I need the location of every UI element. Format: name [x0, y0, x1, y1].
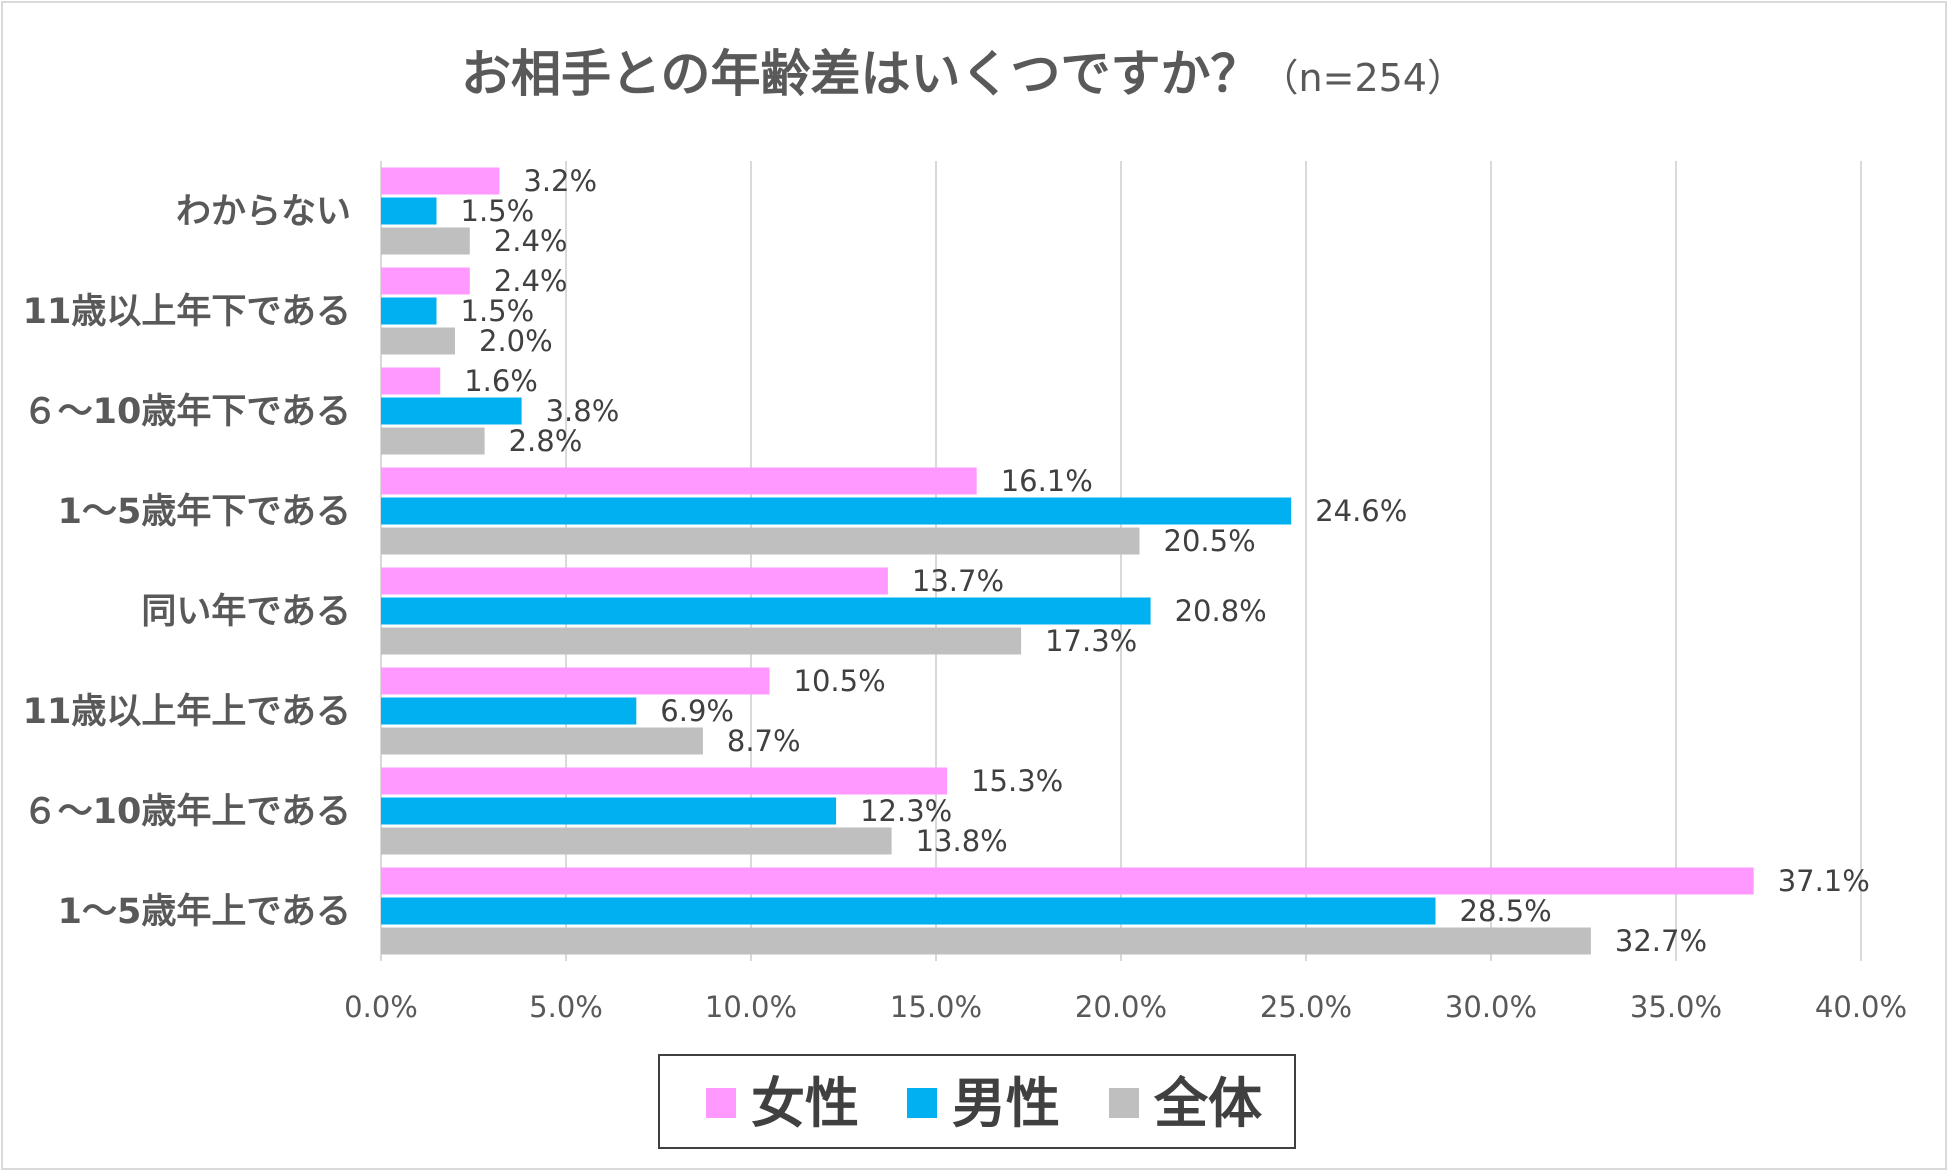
data-label: 28.5%	[1460, 894, 1552, 928]
category-label: わからない	[176, 192, 351, 232]
data-label: 16.1%	[1001, 464, 1093, 498]
bar-全体	[381, 827, 892, 855]
bar-全体	[381, 727, 703, 755]
x-tick-label: 15.0%	[890, 990, 982, 1024]
x-tick-labels: 0.0% 5.0% 10.0% 15.0% 20.0% 25.0% 30.0% 35.0% 40…	[344, 990, 1907, 1024]
legend-label: 女性	[751, 1072, 859, 1135]
legend: 女性 男性 全体	[658, 1054, 1296, 1149]
data-label: 1.5%	[461, 294, 535, 328]
bar-男性	[381, 597, 1151, 625]
data-label: 20.5%	[1164, 524, 1256, 558]
bar-男性	[381, 897, 1436, 925]
chart-title-main: お相手との年齢差はいくつですか？	[461, 45, 1261, 103]
data-label: 6.9%	[660, 694, 734, 728]
bar-女性	[381, 267, 470, 295]
bar-女性	[381, 167, 500, 195]
category-label: 同い年である	[141, 592, 351, 632]
data-label: 3.2%	[523, 164, 597, 198]
x-tick-label: 10.0%	[705, 990, 797, 1024]
x-tick-label: 25.0%	[1260, 990, 1352, 1024]
bar-全体	[381, 427, 485, 455]
category-label: 1～5歳年上である	[58, 892, 351, 932]
data-label: 24.6%	[1315, 494, 1407, 528]
bar-女性	[381, 367, 441, 395]
legend-label: 男性	[952, 1072, 1060, 1135]
data-label: 2.4%	[494, 224, 568, 258]
bar-女性	[381, 467, 977, 495]
data-label: 2.0%	[479, 324, 553, 358]
legend-swatch	[706, 1088, 736, 1118]
bar-全体	[381, 227, 470, 255]
bar-chart: お相手との年齢差はいくつですか？（n=254） 3.2%1.5%2.4%2.4%…	[23, 45, 1907, 1149]
gridlines	[565, 161, 1862, 961]
bar-女性	[381, 567, 888, 595]
legend-swatch	[907, 1088, 937, 1118]
x-tick-label: 20.0%	[1075, 990, 1167, 1024]
bar-全体	[381, 927, 1591, 955]
category-label: ６～10歳年上である	[23, 792, 351, 832]
data-label: 8.7%	[727, 724, 801, 758]
bar-男性	[381, 497, 1292, 525]
bar-女性	[381, 867, 1754, 895]
legend-swatch	[1109, 1088, 1139, 1118]
x-tick-label: 0.0%	[344, 990, 418, 1024]
bar-全体	[381, 627, 1022, 655]
bar-男性	[381, 797, 837, 825]
data-label: 10.5%	[794, 664, 886, 698]
category-label: ６～10歳年下である	[23, 392, 351, 432]
bar-女性	[381, 767, 948, 795]
data-label: 2.8%	[509, 424, 583, 458]
data-label: 1.6%	[464, 364, 538, 398]
legend-label: 全体	[1153, 1072, 1262, 1135]
data-label: 17.3%	[1045, 624, 1137, 658]
data-label: 1.5%	[461, 194, 535, 228]
x-tick-label: 5.0%	[529, 990, 603, 1024]
bar-男性	[381, 297, 437, 325]
x-tick-label: 40.0%	[1815, 990, 1907, 1024]
bar-女性	[381, 667, 770, 695]
bar-全体	[381, 527, 1140, 555]
bar-男性	[381, 197, 437, 225]
category-label: 1～5歳年下である	[58, 492, 351, 532]
data-label: 32.7%	[1615, 924, 1707, 958]
category-label: 11歳以上年下である	[23, 292, 351, 332]
bar-全体	[381, 327, 455, 355]
data-labels: 3.2%1.5%2.4%2.4%1.5%2.0%1.6%3.8%2.8%16.1…	[461, 164, 1870, 958]
category-labels: わからない 11歳以上年下である ６～10歳年下である 1～5歳年下である同い年である…	[23, 192, 351, 932]
bars	[381, 167, 1754, 955]
data-label: 3.8%	[546, 394, 620, 428]
bar-男性	[381, 397, 522, 425]
data-label: 20.8%	[1175, 594, 1267, 628]
x-tick-label: 30.0%	[1445, 990, 1537, 1024]
chart-subtitle: （n=254）	[1261, 56, 1465, 100]
chart-title: お相手との年齢差はいくつですか？（n=254）	[461, 45, 1465, 103]
data-label: 12.3%	[860, 794, 952, 828]
bar-男性	[381, 697, 637, 725]
data-label: 37.1%	[1778, 864, 1870, 898]
data-label: 15.3%	[971, 764, 1063, 798]
data-label: 13.8%	[916, 824, 1008, 858]
legend-box	[658, 1054, 1296, 1149]
x-tick-label: 35.0%	[1630, 990, 1722, 1024]
category-label: 11歳以上年上である	[23, 692, 351, 732]
data-label: 13.7%	[912, 564, 1004, 598]
data-label: 2.4%	[494, 264, 568, 298]
